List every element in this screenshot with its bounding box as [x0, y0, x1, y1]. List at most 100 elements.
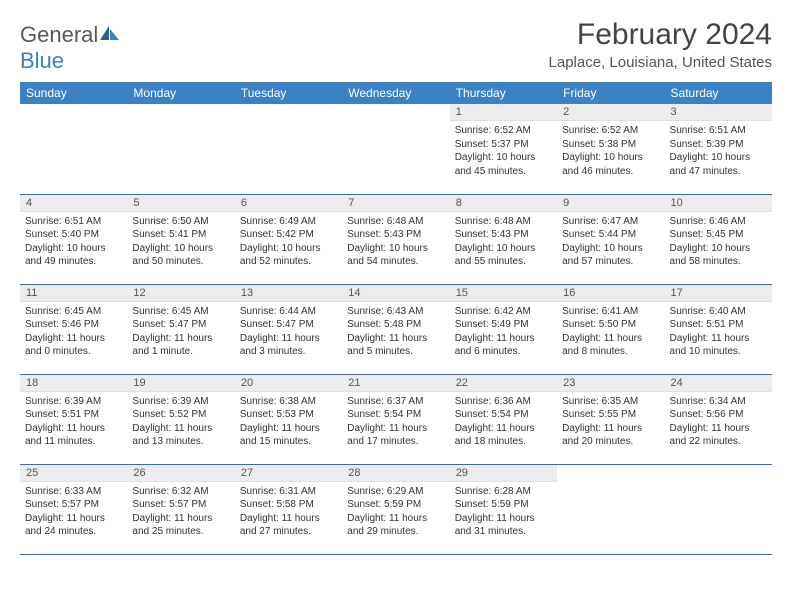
- sunrise-line: Sunrise: 6:42 AM: [455, 305, 552, 319]
- day-details: Sunrise: 6:50 AMSunset: 5:41 PMDaylight:…: [127, 212, 234, 274]
- calendar-header-row: SundayMondayTuesdayWednesdayThursdayFrid…: [20, 82, 772, 104]
- location: Laplace, Louisiana, United States: [549, 54, 772, 71]
- sunset-line: Sunset: 5:54 PM: [347, 408, 444, 422]
- day-number: 28: [342, 465, 449, 482]
- sunrise-line: Sunrise: 6:29 AM: [347, 485, 444, 499]
- daylight-line: Daylight: 11 hours and 15 minutes.: [240, 422, 337, 449]
- sunset-line: Sunset: 5:52 PM: [132, 408, 229, 422]
- sunset-line: Sunset: 5:43 PM: [455, 228, 552, 242]
- day-number: 23: [557, 375, 664, 392]
- calendar-day-cell: [235, 104, 342, 194]
- day-number: 7: [342, 195, 449, 212]
- sunset-line: Sunset: 5:55 PM: [562, 408, 659, 422]
- sunrise-line: Sunrise: 6:40 AM: [670, 305, 767, 319]
- day-details: Sunrise: 6:43 AMSunset: 5:48 PMDaylight:…: [342, 302, 449, 364]
- calendar-day-cell: 28Sunrise: 6:29 AMSunset: 5:59 PMDayligh…: [342, 464, 449, 554]
- calendar-week-row: 11Sunrise: 6:45 AMSunset: 5:46 PMDayligh…: [20, 284, 772, 374]
- sunset-line: Sunset: 5:47 PM: [132, 318, 229, 332]
- sunset-line: Sunset: 5:46 PM: [25, 318, 122, 332]
- calendar-day-cell: 11Sunrise: 6:45 AMSunset: 5:46 PMDayligh…: [20, 284, 127, 374]
- daylight-line: Daylight: 11 hours and 20 minutes.: [562, 422, 659, 449]
- day-number: 29: [450, 465, 557, 482]
- calendar-day-cell: 27Sunrise: 6:31 AMSunset: 5:58 PMDayligh…: [235, 464, 342, 554]
- sunrise-line: Sunrise: 6:32 AM: [132, 485, 229, 499]
- day-details: Sunrise: 6:29 AMSunset: 5:59 PMDaylight:…: [342, 482, 449, 544]
- day-number: 9: [557, 195, 664, 212]
- title-block: February 2024 Laplace, Louisiana, United…: [549, 18, 772, 71]
- sunset-line: Sunset: 5:41 PM: [132, 228, 229, 242]
- calendar-day-cell: 17Sunrise: 6:40 AMSunset: 5:51 PMDayligh…: [665, 284, 772, 374]
- daylight-line: Daylight: 11 hours and 22 minutes.: [670, 422, 767, 449]
- sunrise-line: Sunrise: 6:33 AM: [25, 485, 122, 499]
- calendar-day-cell: 24Sunrise: 6:34 AMSunset: 5:56 PMDayligh…: [665, 374, 772, 464]
- daylight-line: Daylight: 10 hours and 57 minutes.: [562, 242, 659, 269]
- calendar-day-cell: [665, 464, 772, 554]
- sunset-line: Sunset: 5:57 PM: [25, 498, 122, 512]
- calendar-day-cell: 3Sunrise: 6:51 AMSunset: 5:39 PMDaylight…: [665, 104, 772, 194]
- day-number: 22: [450, 375, 557, 392]
- sunset-line: Sunset: 5:58 PM: [240, 498, 337, 512]
- sunset-line: Sunset: 5:42 PM: [240, 228, 337, 242]
- month-title: February 2024: [549, 18, 772, 52]
- day-number: 10: [665, 195, 772, 212]
- daylight-line: Daylight: 11 hours and 11 minutes.: [25, 422, 122, 449]
- daylight-line: Daylight: 10 hours and 55 minutes.: [455, 242, 552, 269]
- weekday-header: Sunday: [20, 82, 127, 104]
- sunset-line: Sunset: 5:51 PM: [670, 318, 767, 332]
- day-number: 24: [665, 375, 772, 392]
- sunset-line: Sunset: 5:50 PM: [562, 318, 659, 332]
- calendar-day-cell: [20, 104, 127, 194]
- sunrise-line: Sunrise: 6:47 AM: [562, 215, 659, 229]
- calendar-day-cell: 23 Sunrise: 6:35 AMSunset: 5:55 PMDayligh…: [557, 374, 664, 464]
- day-details: Sunrise: 6:48 AMSunset: 5:43 PMDaylight:…: [342, 212, 449, 274]
- day-number: 17: [665, 285, 772, 302]
- day-details: Sunrise: 6:52 AMSunset: 5:38 PMDaylight:…: [557, 121, 664, 183]
- daylight-line: Daylight: 11 hours and 0 minutes.: [25, 332, 122, 359]
- day-details: Sunrise: 6:38 AMSunset: 5:53 PMDaylight:…: [235, 392, 342, 454]
- calendar-week-row: 1Sunrise: 6:52 AMSunset: 5:37 PMDaylight…: [20, 104, 772, 194]
- sunrise-line: Sunrise: 6:48 AM: [347, 215, 444, 229]
- day-details: Sunrise: 6:51 AMSunset: 5:39 PMDaylight:…: [665, 121, 772, 183]
- calendar-day-cell: 16Sunrise: 6:41 AMSunset: 5:50 PMDayligh…: [557, 284, 664, 374]
- day-details: Sunrise: 6:31 AMSunset: 5:58 PMDaylight:…: [235, 482, 342, 544]
- sunrise-line: Sunrise: 6:51 AM: [25, 215, 122, 229]
- daylight-line: Daylight: 10 hours and 46 minutes.: [562, 151, 659, 178]
- calendar-day-cell: 18Sunrise: 6:39 AMSunset: 5:51 PMDayligh…: [20, 374, 127, 464]
- day-number: 15: [450, 285, 557, 302]
- day-number: 26: [127, 465, 234, 482]
- day-details: Sunrise: 6:34 AMSunset: 5:56 PMDaylight:…: [665, 392, 772, 454]
- day-details: Sunrise: 6:39 AMSunset: 5:52 PMDaylight:…: [127, 392, 234, 454]
- daylight-line: Daylight: 11 hours and 6 minutes.: [455, 332, 552, 359]
- sunrise-line: Sunrise: 6:38 AM: [240, 395, 337, 409]
- calendar-day-cell: 8Sunrise: 6:48 AMSunset: 5:43 PMDaylight…: [450, 194, 557, 284]
- sunrise-line: Sunrise: 6:35 AM: [562, 395, 659, 409]
- day-number: 8: [450, 195, 557, 212]
- logo-sail-icon: [100, 22, 120, 48]
- calendar-day-cell: 25Sunrise: 6:33 AMSunset: 5:57 PMDayligh…: [20, 464, 127, 554]
- calendar-week-row: 25 Sunrise: 6:33 AMSunset: 5:57 PM Dayligh…: [20, 464, 772, 554]
- calendar-day-cell: 20Sunrise: 6:38 AMSunset: 5:53 PMDayligh…: [235, 374, 342, 464]
- calendar-day-cell: 13Sunrise: 6:44 AMSunset: 5:47 PMDayligh…: [235, 284, 342, 374]
- day-number: 3: [665, 104, 772, 121]
- day-number: 13: [235, 285, 342, 302]
- sunrise-line: Sunrise: 6:45 AM: [132, 305, 229, 319]
- calendar-day-cell: 4Sunrise: 6:51 AMSunset: 5:40 PMDaylight…: [20, 194, 127, 284]
- day-number: 25: [20, 465, 127, 482]
- daylight-line: Daylight: 11 hours and 18 minutes.: [455, 422, 552, 449]
- daylight-line: Daylight: 11 hours and 25 minutes.: [132, 512, 229, 539]
- day-details: Sunrise: 6:36 AMSunset: 5:54 PMDaylight:…: [450, 392, 557, 454]
- day-details: Sunrise: 6:28 AMSunset: 5:59 PMDaylight:…: [450, 482, 557, 544]
- sunset-line: Sunset: 5:38 PM: [562, 138, 659, 152]
- day-number: 19: [127, 375, 234, 392]
- logo-word1: General: [20, 22, 98, 47]
- daylight-line: Daylight: 11 hours and 31 minutes.: [455, 512, 552, 539]
- calendar-day-cell: 29Sunrise: 6:28 AMSunset: 5:59 PMDayligh…: [450, 464, 557, 554]
- sunrise-line: Sunrise: 6:34 AM: [670, 395, 767, 409]
- sunrise-line: Sunrise: 6:51 AM: [670, 124, 767, 138]
- daylight-line: Daylight: 11 hours and 5 minutes.: [347, 332, 444, 359]
- sunrise-line: Sunrise: 6:39 AM: [25, 395, 122, 409]
- sunrise-line: Sunrise: 6:28 AM: [455, 485, 552, 499]
- weekday-header: Wednesday: [342, 82, 449, 104]
- weekday-header: Friday: [557, 82, 664, 104]
- day-details: Sunrise: 6:51 AMSunset: 5:40 PMDaylight:…: [20, 212, 127, 274]
